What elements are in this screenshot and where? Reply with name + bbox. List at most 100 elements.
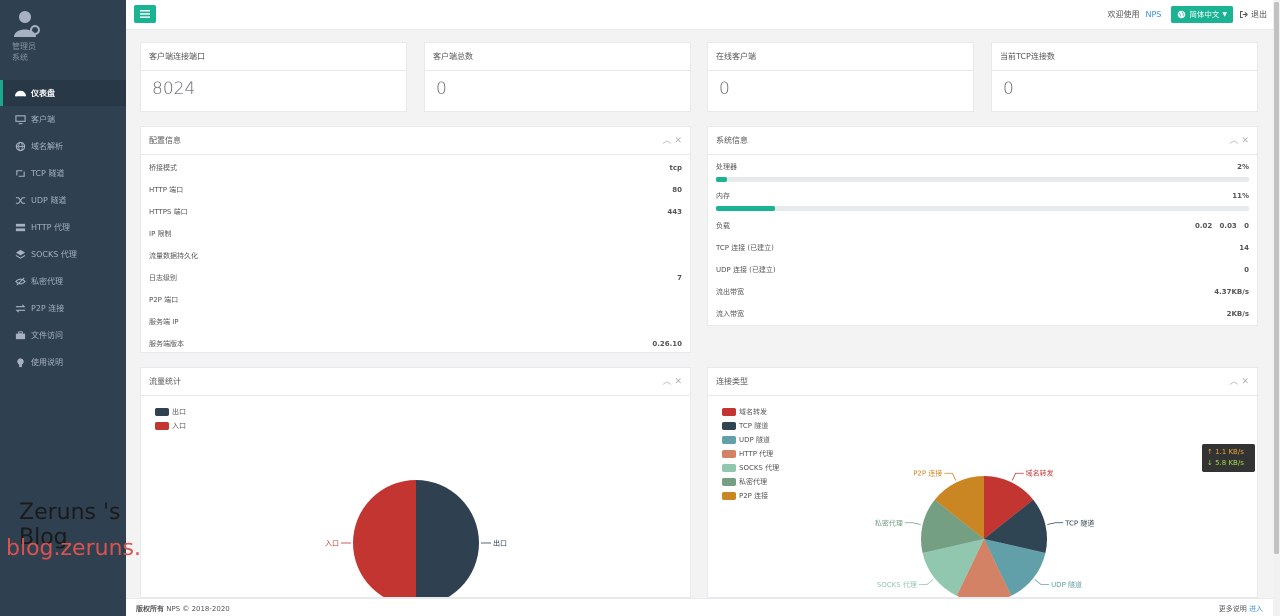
pie-slice[interactable] <box>984 476 1034 539</box>
language-dropdown[interactable]: 简体中文 ▼ <box>1171 5 1233 23</box>
system-value: 4.37KB/s <box>1214 288 1249 296</box>
pie-label: P2P 连接 <box>913 469 942 478</box>
sidebar-item-label: UDP 隧道 <box>31 196 67 205</box>
system-value: 0.02 0.03 0 <box>1194 222 1249 230</box>
collapse-icon[interactable]: ︿ <box>662 136 672 146</box>
stat-client-total: 客户端总数 0 <box>424 42 691 112</box>
pie-label: 入口 <box>325 540 339 548</box>
sidebar-item-dashboard[interactable]: 仪表盘 <box>0 80 126 106</box>
sidebar-item-help[interactable]: 使用说明 <box>0 349 126 376</box>
sidebar-nav: 仪表盘 客户端 域名解析 TCP 隧道 UDP 隧道 HTTP 代理 SOCKS… <box>0 80 126 376</box>
config-row: 服务端 IP <box>141 311 690 333</box>
close-icon[interactable]: ✕ <box>674 136 682 146</box>
legend-item[interactable]: 出口 <box>155 405 186 419</box>
legend-swatch <box>722 436 736 444</box>
pie-label-line <box>1047 522 1064 525</box>
watermark-title: Zeruns 's Blog <box>19 500 121 550</box>
legend-item[interactable]: 入口 <box>155 419 186 433</box>
close-icon[interactable]: ✕ <box>1241 377 1249 387</box>
config-row: 日志级别 7 <box>141 267 690 289</box>
config-key: 服务端 IP <box>149 318 179 326</box>
pie-label: TCP 隧道 <box>1064 518 1094 527</box>
legend-item[interactable]: SOCKS 代理 <box>722 461 779 475</box>
config-key: IP 限制 <box>149 230 172 238</box>
brand-link[interactable]: NPS <box>1145 9 1162 19</box>
cpu-row: 处理器 2% <box>708 157 1257 177</box>
sidebar-item-label: 使用说明 <box>31 358 63 367</box>
sidebar-item-label: 域名解析 <box>31 142 63 151</box>
topbar-right: 欢迎使用 NPS 简体中文 ▼ 退出 <box>1107 4 1267 24</box>
speed-monitor: ↑ 1.1 KB/s ↓ 5.8 KB/s <box>1202 444 1255 472</box>
copyright-text: NPS © 2018-2020 <box>164 605 230 613</box>
sidebar-item-clients[interactable]: 客户端 <box>0 106 126 133</box>
legend-item[interactable]: P2P 连接 <box>722 489 779 503</box>
system-key: TCP 连接 (已建立) <box>716 244 774 252</box>
pie-slice[interactable] <box>922 539 984 596</box>
sidebar-item-label: SOCKS 代理 <box>31 250 77 259</box>
profile-role: 系统 <box>12 53 28 62</box>
legend-item[interactable]: HTTP 代理 <box>722 447 779 461</box>
pie-slice[interactable] <box>984 499 1047 554</box>
config-value: tcp <box>669 164 682 172</box>
legend-item[interactable]: 域名转发 <box>722 405 779 419</box>
stat-online-clients: 在线客户端 0 <box>707 42 974 112</box>
conn-types-legend: 域名转发 TCP 隧道 UDP 隧道 HTTP 代理 SOCKS 代理 私密代理… <box>722 405 779 503</box>
pie-slice[interactable] <box>984 539 1046 596</box>
collapse-icon[interactable]: ︿ <box>662 377 672 387</box>
legend-item[interactable]: 私密代理 <box>722 475 779 489</box>
pie-slice[interactable] <box>353 480 416 598</box>
page-scrollbar[interactable] <box>1273 0 1280 616</box>
sidebar-item-socks[interactable]: SOCKS 代理 <box>0 241 126 268</box>
sidebar-item-udp[interactable]: UDP 隧道 <box>0 187 126 214</box>
config-row: 服务端版本 0.26.10 <box>141 333 690 352</box>
pie-slice[interactable] <box>934 476 984 539</box>
stat-value: 0 <box>1003 79 1014 99</box>
pie-slice[interactable] <box>921 499 984 554</box>
sidebar: 管理员 系统 仪表盘 客户端 域名解析 TCP 隧道 UDP 隧道 HTTP 代… <box>0 0 189 616</box>
profile-name: 管理员 <box>12 42 36 51</box>
pie-slice[interactable] <box>416 480 479 598</box>
config-row: HTTP 端口 80 <box>141 179 690 201</box>
caret-down-icon: ▼ <box>1222 10 1227 18</box>
sidebar-item-p2p[interactable]: P2P 连接 <box>0 295 126 322</box>
user-avatar-icon <box>14 11 40 37</box>
cpu-progress-bar <box>716 177 1249 182</box>
upload-speed: ↑ 1.1 KB/s <box>1207 448 1244 456</box>
menu-toggle-button[interactable] <box>134 5 156 23</box>
close-icon[interactable]: ✕ <box>674 377 682 387</box>
cpu-value: 2% <box>1237 163 1249 171</box>
collapse-icon[interactable]: ︿ <box>1229 136 1239 146</box>
sidebar-item-http[interactable]: HTTP 代理 <box>0 214 126 241</box>
config-key: 日志级别 <box>149 274 177 282</box>
memory-row: 内存 11% <box>708 186 1257 206</box>
config-key: HTTPS 端口 <box>149 208 188 216</box>
traffic-pie-chart: 出口 入口 <box>325 480 507 598</box>
legend-label: SOCKS 代理 <box>739 464 780 472</box>
scrollbar-thumb[interactable] <box>1274 2 1279 554</box>
sidebar-item-tcp[interactable]: TCP 隧道 <box>0 160 126 187</box>
sidebar-item-files[interactable]: 文件访问 <box>0 322 126 349</box>
sidebar-item-domain[interactable]: 域名解析 <box>0 133 126 160</box>
enter-link[interactable]: 进入 <box>1249 605 1263 613</box>
stack-icon <box>14 249 26 261</box>
stat-title: 当前TCP连接数 <box>992 43 1257 71</box>
legend-label: P2P 连接 <box>739 492 769 500</box>
close-icon[interactable]: ✕ <box>1241 136 1249 146</box>
config-row: 流量数据持久化 <box>141 245 690 267</box>
briefcase-icon <box>14 330 26 342</box>
legend-item[interactable]: TCP 隧道 <box>722 419 779 433</box>
copyright-label: 版权所有 <box>136 605 164 613</box>
random-icon <box>14 195 26 207</box>
sidebar-item-secret[interactable]: 私密代理 <box>0 268 126 295</box>
logout-link[interactable]: 退出 <box>1239 9 1267 20</box>
legend-swatch <box>722 478 736 486</box>
collapse-icon[interactable]: ︿ <box>1229 377 1239 387</box>
legend-label: TCP 隧道 <box>739 422 769 430</box>
memory-progress-bar <box>716 206 1249 211</box>
cpu-progress-fill <box>716 177 727 182</box>
legend-item[interactable]: UDP 隧道 <box>722 433 779 447</box>
retweet-icon <box>14 168 26 180</box>
system-row: TCP 连接 (已建立) 14 <box>708 237 1257 259</box>
pie-slice[interactable] <box>956 539 1012 598</box>
